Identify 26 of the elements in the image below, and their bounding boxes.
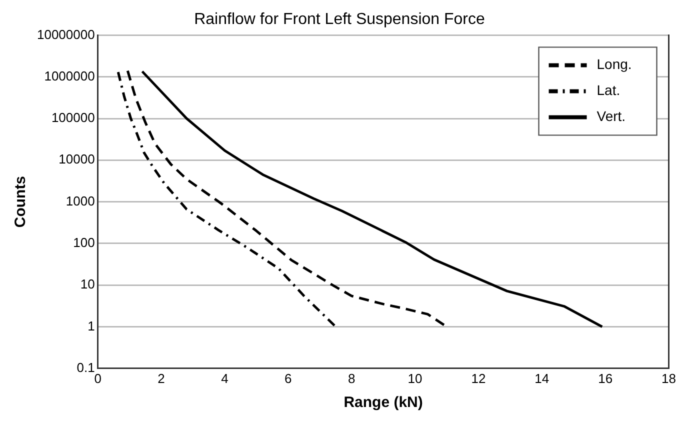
x-tick-label: 12 (471, 370, 486, 386)
x-tick-label: 16 (598, 370, 613, 386)
x-tick-label: 0 (94, 370, 102, 386)
x-tick-label: 18 (662, 370, 676, 386)
x-tick-label: 6 (284, 370, 292, 386)
legend-label: Vert. (596, 108, 626, 124)
x-tick-label: 10 (408, 370, 422, 386)
x-axis-title: Range (kN) (344, 394, 423, 412)
y-tick-label: 1 (88, 318, 95, 334)
y-tick-label: 0.1 (76, 360, 95, 375)
y-axis-title: Counts (12, 176, 30, 228)
legend-label: Lat. (596, 82, 620, 98)
y-tick-label: 10000000 (36, 26, 95, 42)
chart-title: Rainflow for Front Left Suspension Force (194, 11, 485, 28)
line-series (116, 70, 337, 328)
y-tick-label: 10000 (58, 152, 95, 167)
x-tick-label: 4 (221, 370, 228, 386)
legend-label: Long. (596, 56, 632, 72)
y-tick-label: 100 (73, 235, 95, 250)
x-tick-label: 14 (534, 370, 550, 386)
y-tick-label: 1000000 (44, 68, 95, 84)
x-tick-label: 2 (158, 370, 165, 386)
x-tick-label: 8 (348, 370, 356, 386)
y-tick-label: 1000 (66, 193, 95, 208)
y-tick-label: 10 (80, 276, 95, 292)
y-tick-label: 100000 (51, 110, 95, 126)
